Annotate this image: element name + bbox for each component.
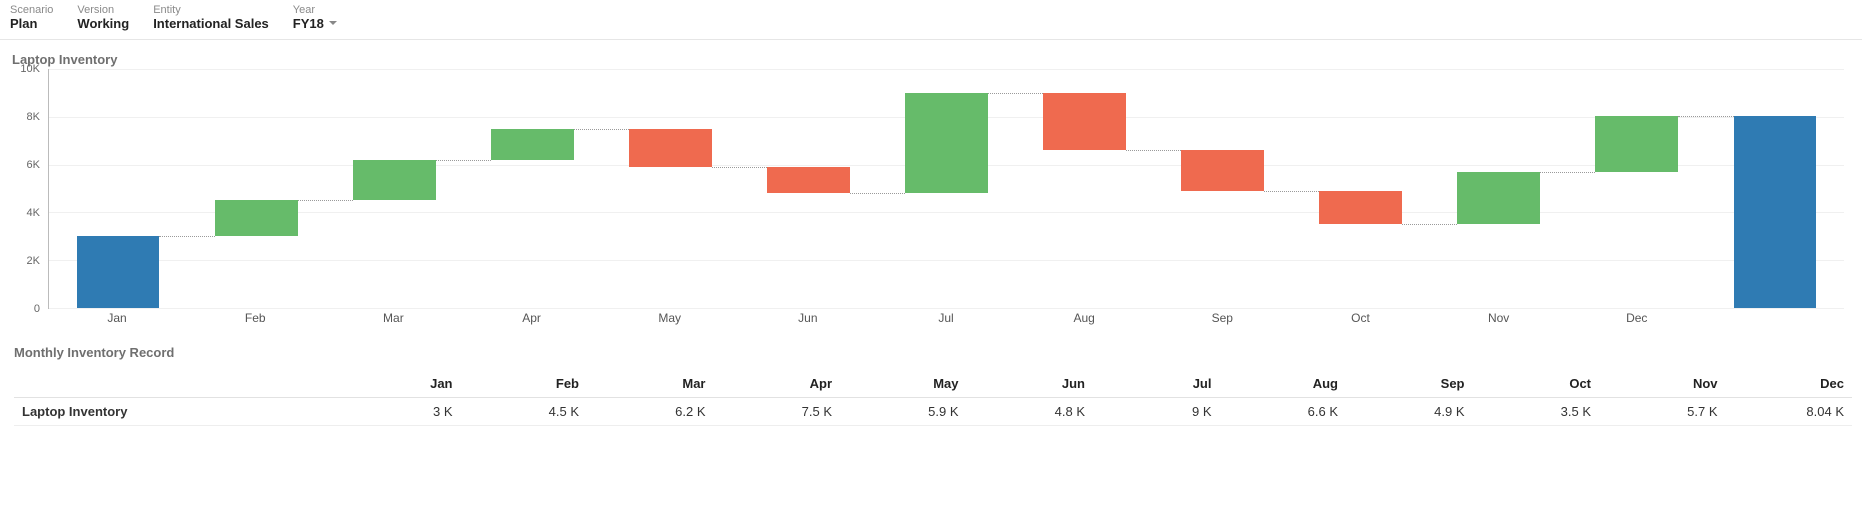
table-header-cell: Nov [1599,370,1726,398]
table-header-row: JanFebMarAprMayJunJulAugSepOctNovDec [14,370,1852,398]
table-cell: 3 K [334,398,461,426]
connector [712,167,767,168]
connector [1126,150,1181,151]
table-cell: 4.5 K [461,398,588,426]
table-header-cell: Dec [1726,370,1853,398]
table-cell: 7.5 K [714,398,841,426]
inventory-table: JanFebMarAprMayJunJulAugSepOctNovDec Lap… [14,370,1852,426]
table-header-cell: Feb [461,370,588,398]
y-tick-label: 0 [34,303,40,315]
x-tick-label: Nov [1488,311,1509,325]
filter-value: International Sales [153,16,269,31]
pov-filter-bar: Scenario Plan Version Working Entity Int… [0,0,1862,40]
table-cell: 4.8 K [967,398,1094,426]
connector [988,93,1043,94]
table-header-cell: Aug [1220,370,1347,398]
x-axis: Jan Feb Mar Apr May Jun Jul Aug Sep Oct Nov Dec [48,309,1844,329]
bar-feb[interactable] [215,200,298,236]
filter-label: Entity [153,4,269,16]
y-axis: 02K4K6K8K10K [10,69,44,309]
y-tick-label: 10K [20,63,40,75]
connector [850,193,905,194]
filter-scenario[interactable]: Scenario Plan [10,4,53,31]
table-header-cell: May [840,370,967,398]
table-header-blank [14,370,334,398]
filter-entity[interactable]: Entity International Sales [153,4,269,31]
filter-label: Scenario [10,4,53,16]
bar-final-total[interactable] [1734,116,1817,308]
y-tick-label: 6K [27,159,40,171]
connector [1402,224,1457,225]
chevron-down-icon [328,16,338,31]
x-tick-label: Sep [1212,311,1233,325]
x-tick-label: Feb [245,311,266,325]
filter-value: FY18 [293,16,338,31]
waterfall-chart: 02K4K6K8K10K JanFebMarAprMayJunJulAugSep… [10,69,1852,329]
x-tick-label: Apr [522,311,541,325]
table-header-cell: Oct [1473,370,1600,398]
bar-jan[interactable] [77,236,160,308]
y-tick-label: 2K [27,255,40,267]
x-tick-label: Aug [1073,311,1094,325]
connector [574,129,629,130]
table-header-cell: Jul [1093,370,1220,398]
table-cell: 3.5 K [1473,398,1600,426]
filter-value-text: FY18 [293,16,324,31]
chart-title: Laptop Inventory [12,52,1852,67]
filter-year[interactable]: Year FY18 [293,4,338,31]
bar-mar[interactable] [353,160,436,201]
bar-nov[interactable] [1457,172,1540,225]
x-tick-label: Jul [938,311,953,325]
connector [159,236,214,237]
bar-aug[interactable] [1043,93,1126,150]
table-section: Monthly Inventory Record JanFebMarAprMay… [0,329,1862,426]
plot-area [48,69,1844,309]
filter-value: Working [77,16,129,31]
connector [1678,116,1733,117]
bar-jul[interactable] [905,93,988,193]
table-row: Laptop Inventory3 K4.5 K6.2 K7.5 K5.9 K4… [14,398,1852,426]
table-cell: 6.2 K [587,398,714,426]
y-tick-label: 4K [27,207,40,219]
bar-dec[interactable] [1595,116,1678,172]
x-tick-label: Jan [107,311,126,325]
bar-oct[interactable] [1319,191,1402,224]
table-header-cell: Jun [967,370,1094,398]
table-cell: 5.9 K [840,398,967,426]
gridline [49,260,1844,261]
table-header-cell: Sep [1346,370,1473,398]
bar-jun[interactable] [767,167,850,193]
table-cell: 8.04 K [1726,398,1853,426]
filter-label: Version [77,4,129,16]
chart-section: Laptop Inventory 0 2K 4K 6K 8K 10K Jan Feb Mar A… [0,40,1862,329]
bar-apr[interactable] [491,129,574,160]
filter-value: Plan [10,16,53,31]
table-cell: 9 K [1093,398,1220,426]
table-cell: 5.7 K [1599,398,1726,426]
table-header-cell: Jan [334,370,461,398]
connector [1264,191,1319,192]
row-label: Laptop Inventory [14,398,334,426]
filter-version[interactable]: Version Working [77,4,129,31]
x-tick-label: Dec [1626,311,1647,325]
table-cell: 4.9 K [1346,398,1473,426]
gridline [49,212,1844,213]
x-tick-label: May [658,311,681,325]
table-header-cell: Mar [587,370,714,398]
table-title: Monthly Inventory Record [14,345,1852,360]
x-tick-label: Oct [1351,311,1370,325]
table-header-cell: Apr [714,370,841,398]
bar-sep[interactable] [1181,150,1264,191]
x-tick-label: Mar [383,311,404,325]
connector [298,200,353,201]
x-tick-label: Jun [798,311,817,325]
gridline [49,69,1844,70]
y-tick-label: 8K [27,111,40,123]
filter-label: Year [293,4,338,16]
connector [1540,172,1595,173]
connector [436,160,491,161]
bar-may[interactable] [629,129,712,167]
table-cell: 6.6 K [1220,398,1347,426]
